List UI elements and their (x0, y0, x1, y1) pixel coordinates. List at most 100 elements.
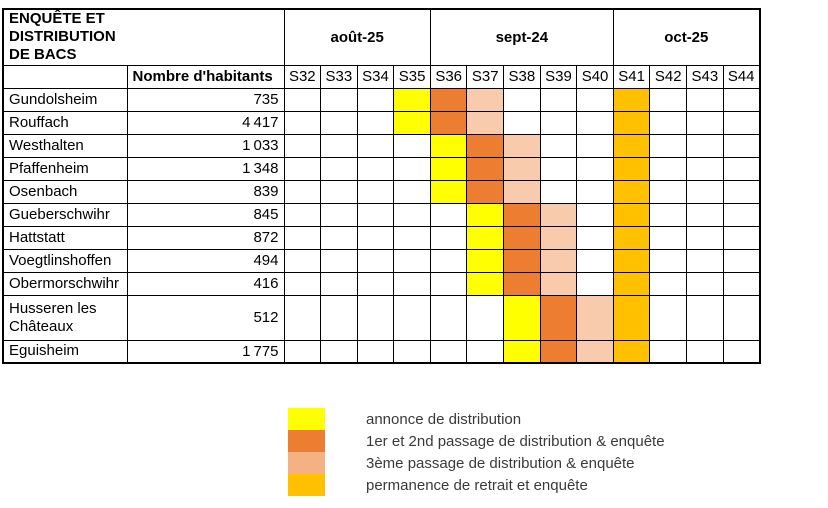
week-cell (686, 248, 724, 273)
week-cell (539, 156, 578, 181)
week-cell (466, 133, 505, 158)
week-cell (320, 225, 358, 250)
week-cell (466, 202, 505, 227)
population-cell: 4 417 (126, 110, 285, 135)
week-cell (356, 271, 395, 296)
week-cell (393, 248, 431, 273)
week-cell (539, 110, 578, 135)
commune-name-cell: Gueberschwihr (2, 202, 128, 227)
week-cell (503, 339, 541, 364)
legend-swatch-annonce (288, 408, 325, 430)
week-cell (320, 202, 358, 227)
population-column-header: Nombre d'habitants (126, 64, 285, 89)
week-cell (356, 110, 395, 135)
week-cell (466, 179, 505, 204)
table-row: Pfaffenheim 1 348 (2, 156, 761, 181)
week-cell (576, 248, 614, 273)
week-cell (393, 110, 431, 135)
week-cell (466, 110, 505, 135)
week-cell (539, 133, 578, 158)
week-cell (356, 339, 395, 364)
week-cell (393, 87, 431, 112)
commune-name-cell: Hattstatt (2, 225, 128, 250)
week-header: S42 (649, 64, 688, 89)
week-cell (429, 271, 468, 296)
week-cell (539, 294, 578, 341)
week-cell (466, 156, 505, 181)
month-header-aout: août-25 (283, 8, 431, 66)
week-cell (686, 133, 724, 158)
population-cell: 512 (126, 294, 285, 341)
week-header: S34 (356, 64, 395, 89)
week-cell (576, 339, 614, 364)
week-cell (466, 339, 505, 364)
legend-swatch-retrait (288, 474, 325, 496)
week-cell (539, 179, 578, 204)
header-month-row: ENQUÊTE ET DISTRIBUTION DE BACS août-25 … (2, 8, 761, 66)
week-cell (576, 156, 614, 181)
week-cell (283, 179, 322, 204)
week-cell (612, 294, 651, 341)
week-cell (320, 110, 358, 135)
legend-item: 1er et 2nd passage de distribution & enq… (288, 430, 665, 452)
legend-label: annonce de distribution (366, 410, 522, 428)
week-cell (576, 133, 614, 158)
week-cell (722, 248, 761, 273)
week-header: S37 (466, 64, 505, 89)
population-cell: 1 033 (126, 133, 285, 158)
week-cell (393, 179, 431, 204)
week-cell (429, 248, 468, 273)
week-cell (503, 294, 541, 341)
month-header-sept: sept-24 (429, 8, 614, 66)
week-cell (612, 87, 651, 112)
week-cell (466, 294, 505, 341)
week-cell (722, 133, 761, 158)
commune-name-cell: Rouffach (2, 110, 128, 135)
week-cell (649, 156, 688, 181)
week-cell (320, 339, 358, 364)
week-cell (283, 248, 322, 273)
population-cell: 872 (126, 225, 285, 250)
week-cell (503, 225, 541, 250)
week-cell (320, 294, 358, 341)
week-header: S44 (722, 64, 761, 89)
population-cell: 845 (126, 202, 285, 227)
week-cell (503, 87, 541, 112)
week-header: S33 (320, 64, 358, 89)
week-cell (649, 294, 688, 341)
week-cell (576, 179, 614, 204)
commune-name-cell: Pfaffenheim (2, 156, 128, 181)
week-header: S36 (429, 64, 468, 89)
week-cell (503, 202, 541, 227)
week-cell (612, 225, 651, 250)
week-cell (283, 156, 322, 181)
legend-item: 3ème passage de distribution & enquête (288, 452, 665, 474)
week-cell (612, 202, 651, 227)
corner-cell (2, 64, 128, 89)
week-cell (283, 339, 322, 364)
population-cell: 735 (126, 87, 285, 112)
table-row: Eguisheim 1 775 (2, 339, 761, 364)
week-cell (722, 271, 761, 296)
commune-name-cell: Eguisheim (2, 339, 128, 364)
week-cell (722, 156, 761, 181)
week-cell (393, 202, 431, 227)
week-cell (320, 248, 358, 273)
week-cell (466, 248, 505, 273)
week-cell (576, 110, 614, 135)
week-cell (686, 202, 724, 227)
header-week-row: Nombre d'habitants S32 S33 S34 S35 S36 S… (2, 64, 761, 89)
table-row: Voegtlinshoffen 494 (2, 248, 761, 273)
week-cell (503, 133, 541, 158)
week-cell (429, 156, 468, 181)
week-cell (283, 202, 322, 227)
commune-name-cell: Obermorschwihr (2, 271, 128, 296)
week-cell (539, 248, 578, 273)
week-cell (576, 271, 614, 296)
week-cell (649, 87, 688, 112)
week-cell (686, 294, 724, 341)
week-cell (466, 271, 505, 296)
week-cell (722, 87, 761, 112)
week-cell (503, 110, 541, 135)
